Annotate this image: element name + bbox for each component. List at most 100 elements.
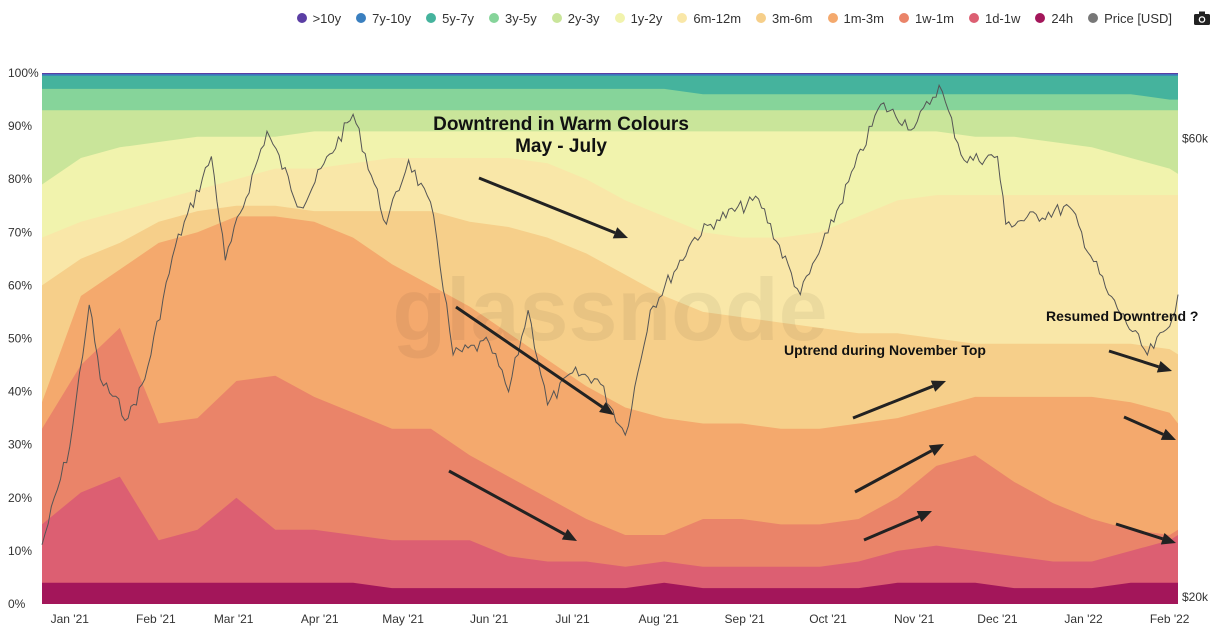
annotation-arrow <box>854 449 933 494</box>
annotation-arrowhead <box>599 402 614 415</box>
legend-item[interactable]: Price [USD] <box>1088 11 1172 26</box>
legend-label: 1d-1w <box>984 10 1021 26</box>
legend-swatch <box>551 13 562 23</box>
legend-swatch <box>1035 13 1046 23</box>
legend-swatch <box>898 13 909 23</box>
legend-label: 5y-7y <box>442 10 474 26</box>
x-tick-label: Jan '21 <box>51 612 90 626</box>
legend-item[interactable]: 2y-3y <box>551 10 600 26</box>
right-tick-label: $20k <box>1182 590 1209 604</box>
legend-label: 3m-6m <box>772 10 813 26</box>
annotation-uptrend: Uptrend during November Top <box>784 342 986 358</box>
legend-label: 1w-1m <box>914 10 954 26</box>
legend-swatch <box>614 13 625 23</box>
camera-icon[interactable] <box>1193 10 1211 26</box>
annotation-title-line1: Downtrend in Warm Colours <box>433 114 689 135</box>
x-tick-label: Jan '22 <box>1064 612 1103 626</box>
annotation-arrow <box>478 176 616 235</box>
chart-legend: >10y 7y-10y 5y-7y 3y-5y 2y-3y 1y-2y 6m-12m 3m-6… <box>296 8 1211 28</box>
legend-label: 24h <box>1051 10 1074 26</box>
y-axis-ticks: 0% 10% 20% 30% 40% 50% 60% 70% 80% 90% 100% <box>8 66 39 611</box>
annotation-arrowhead <box>612 227 628 239</box>
legend-swatch <box>1088 13 1099 23</box>
x-tick-label: Jul '21 <box>555 612 590 626</box>
y-tick-label: 100% <box>8 66 39 80</box>
legend-label: 1m-3m <box>843 10 884 26</box>
y-tick-label: 40% <box>8 385 32 399</box>
legend-item[interactable]: 5y-7y <box>426 11 474 26</box>
y-tick-label: 30% <box>8 438 32 452</box>
annotation-arrowhead <box>916 510 932 523</box>
annotation-arrow <box>852 384 934 420</box>
y-tick-label: 70% <box>8 225 32 239</box>
legend-item[interactable]: 1m-3m <box>827 10 884 26</box>
y-tick-label: 0% <box>8 597 26 611</box>
legend-swatch <box>356 13 367 23</box>
legend-label: 1y-2y <box>630 10 663 26</box>
x-tick-label: Mar '21 <box>214 612 254 626</box>
x-tick-label: Dec '21 <box>977 612 1018 626</box>
annotation-title-line2: May - July <box>515 136 607 157</box>
annotation-arrow <box>1123 415 1164 436</box>
legend-swatch <box>677 13 688 23</box>
y-tick-label: 80% <box>8 172 32 186</box>
legend-swatch <box>968 13 979 23</box>
legend-item[interactable]: 6m-12m <box>677 11 741 26</box>
x-tick-label: Feb '21 <box>136 612 176 626</box>
x-tick-label: Sep '21 <box>725 612 766 626</box>
legend-item[interactable]: 1y-2y <box>614 10 663 26</box>
x-tick-label: Jun '21 <box>470 612 509 626</box>
annotation-arrowhead <box>930 380 946 392</box>
annotation-arrow <box>455 305 604 409</box>
right-axis-ticks: $60k $20k <box>1182 131 1209 604</box>
legend-item[interactable]: 3m-6m <box>756 10 813 26</box>
legend-label: 6m-12m <box>693 10 742 26</box>
legend-swatch <box>827 13 838 23</box>
annotation-arrowhead <box>1156 361 1172 373</box>
area-24h <box>42 582 1178 604</box>
annotation-arrowhead <box>561 529 577 541</box>
legend-item[interactable]: 24h <box>1035 11 1073 26</box>
annotation-arrowhead <box>928 444 944 456</box>
legend-swatch <box>488 13 499 23</box>
annotation-arrows <box>448 176 1176 545</box>
right-tick-label: $60k <box>1182 131 1209 145</box>
annotation-arrow <box>863 515 920 542</box>
x-tick-label: Aug '21 <box>638 612 679 626</box>
x-tick-label: May '21 <box>382 612 424 626</box>
x-tick-label: Nov '21 <box>894 612 935 626</box>
legend-item[interactable]: >10y <box>296 10 342 26</box>
legend-item[interactable]: 1w-1m <box>898 10 954 26</box>
x-tick-label: Feb '22 <box>1150 612 1190 626</box>
y-tick-label: 10% <box>8 544 32 558</box>
legend-swatch <box>756 13 767 23</box>
legend-label: 3y-5y <box>504 10 537 26</box>
annotation-arrowhead <box>1160 533 1176 545</box>
annotation-arrow <box>1108 349 1160 369</box>
x-tick-label: Oct '21 <box>809 612 847 626</box>
legend-item[interactable]: 3y-5y <box>488 10 537 26</box>
y-tick-label: 60% <box>8 278 32 292</box>
legend-label: >10y <box>312 10 342 26</box>
stacked-areas <box>42 73 1178 605</box>
legend-label: Price [USD] <box>1104 10 1172 26</box>
legend-swatch <box>426 13 437 23</box>
area-1d1w <box>42 476 1178 604</box>
y-tick-label: 50% <box>8 332 32 346</box>
x-tick-label: Apr '21 <box>301 612 339 626</box>
price-line <box>41 83 1179 545</box>
legend-label: 7y-10y <box>372 10 412 26</box>
watermark: glassnode <box>392 260 827 359</box>
annotation-arrowhead <box>1160 428 1176 440</box>
annotation-resumed: Resumed Downtrend ? <box>1046 308 1198 324</box>
legend-label: 2y-3y <box>567 10 600 26</box>
x-axis-ticks: Jan '21 Feb '21 Mar '21 Apr '21 May '21 Jun '… <box>51 612 1190 626</box>
annotation-arrow <box>1115 522 1164 541</box>
annotation-arrow <box>448 469 566 536</box>
legend-item[interactable]: 1d-1w <box>968 10 1021 26</box>
legend-swatch <box>296 13 307 23</box>
y-tick-label: 90% <box>8 119 32 133</box>
y-tick-label: 20% <box>8 491 32 505</box>
legend-item[interactable]: 7y-10y <box>356 11 411 26</box>
